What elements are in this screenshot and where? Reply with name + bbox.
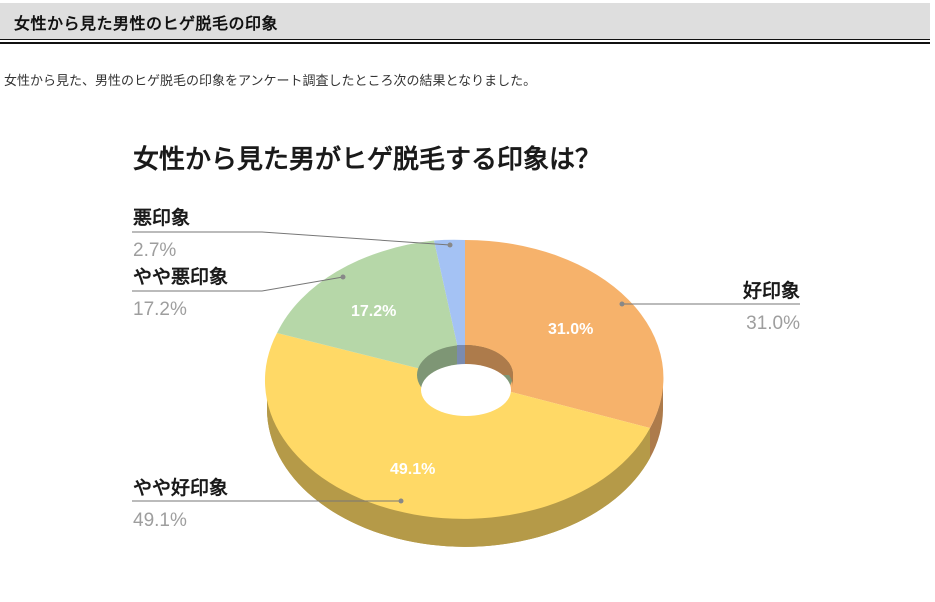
label-bad-pct: 2.7% xyxy=(133,240,176,261)
slice-somewhat-good-value: 49.1% xyxy=(390,461,435,478)
slice-good-value: 31.0% xyxy=(548,321,593,338)
chart-depth xyxy=(267,380,663,547)
callout-dots xyxy=(340,242,625,504)
label-somewhat-bad-pct: 17.2% xyxy=(133,299,187,320)
slice-somewhat-bad[interactable] xyxy=(277,240,465,381)
label-somewhat-good-pct: 49.1% xyxy=(133,510,187,531)
intro-text: 女性から見た、男性のヒゲ脱毛の印象をアンケート調査したところ次の結果となりました… xyxy=(4,74,537,89)
label-good-pct: 31.0% xyxy=(746,313,800,334)
section-title: 女性から見た男性のヒゲ脱毛の印象 xyxy=(14,14,279,33)
slice-somewhat-good[interactable] xyxy=(264,333,650,519)
label-somewhat-bad: やや悪印象 xyxy=(133,265,228,288)
chart-slices xyxy=(264,239,664,519)
slice-good[interactable] xyxy=(465,239,664,428)
slice-bad[interactable] xyxy=(434,239,465,380)
slice-somewhat-bad-value: 17.2% xyxy=(351,303,396,320)
label-somewhat-good: やや好印象 xyxy=(133,476,228,499)
header-divider-thick xyxy=(0,42,930,44)
label-bad: 悪印象 xyxy=(133,206,190,229)
header-divider xyxy=(0,39,930,40)
chart-title: 女性から見た男がヒゲ脱毛する印象は？ xyxy=(133,144,601,175)
section-header: 女性から見た男性のヒゲ脱毛の印象 xyxy=(0,3,930,39)
label-good: 好印象 xyxy=(742,279,800,302)
donut-hole xyxy=(417,345,513,416)
callout-lines xyxy=(132,231,800,502)
